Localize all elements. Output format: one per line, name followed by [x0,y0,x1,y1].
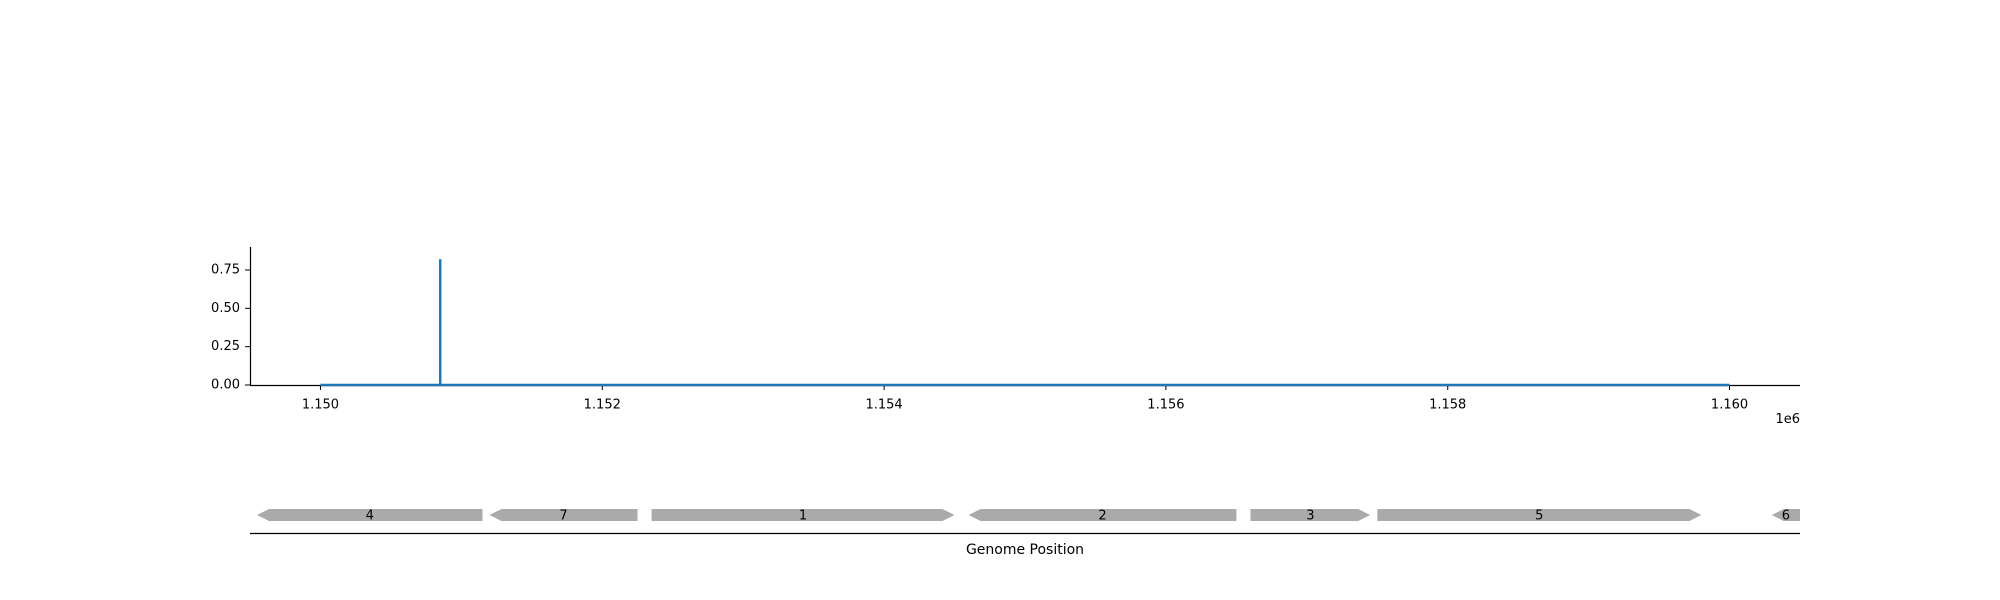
gene-arrow [1771,509,1800,521]
coverage-plot: 0.000.250.500.75 1.150 1.152 1.154 1.156 1.1… [211,247,1800,427]
gene-track: 4 7 1 2 3 5 6 Genome Position [250,509,1800,558]
y-axis-ticks: 0.00 0.25 0.50 0.75 [211,263,250,393]
x-tick-label: 1.154 [865,398,902,413]
x-axis-label: Genome Position [966,542,1084,558]
gene-label: 6 [1782,509,1790,524]
x-tick-label: 1.156 [1147,398,1184,413]
gene-features: 4 7 1 2 3 5 6 [257,509,1800,524]
gene-arrow [1377,509,1702,521]
x-tick-label: 1.152 [584,398,621,413]
gene-arrow [1250,509,1371,521]
gene-label: 4 [366,509,374,524]
y-tick-label: 0.50 [211,301,240,316]
y-tick-label: 0.75 [211,263,240,278]
gene-label: 1 [799,509,807,524]
gene-label: 3 [1306,509,1314,524]
x-tick-label: 1.150 [302,398,339,413]
gene-label: 5 [1535,509,1543,524]
y-tick-label: 0.00 [211,378,240,393]
x-offset-label: 1e6 [1775,412,1800,427]
gene-arrow [968,509,1237,521]
gene-arrow [489,509,638,521]
x-tick-label: 1.160 [1711,398,1748,413]
coverage-series [320,259,1730,387]
gene-arrow [257,509,483,521]
gene-label: 7 [559,509,567,524]
gene-arrow [651,509,955,521]
gene-label: 2 [1098,509,1106,524]
x-axis-ticks: 1.150 1.152 1.154 1.156 1.158 1.160 [302,385,1748,413]
y-tick-label: 0.25 [211,339,240,354]
x-tick-label: 1.158 [1429,398,1466,413]
